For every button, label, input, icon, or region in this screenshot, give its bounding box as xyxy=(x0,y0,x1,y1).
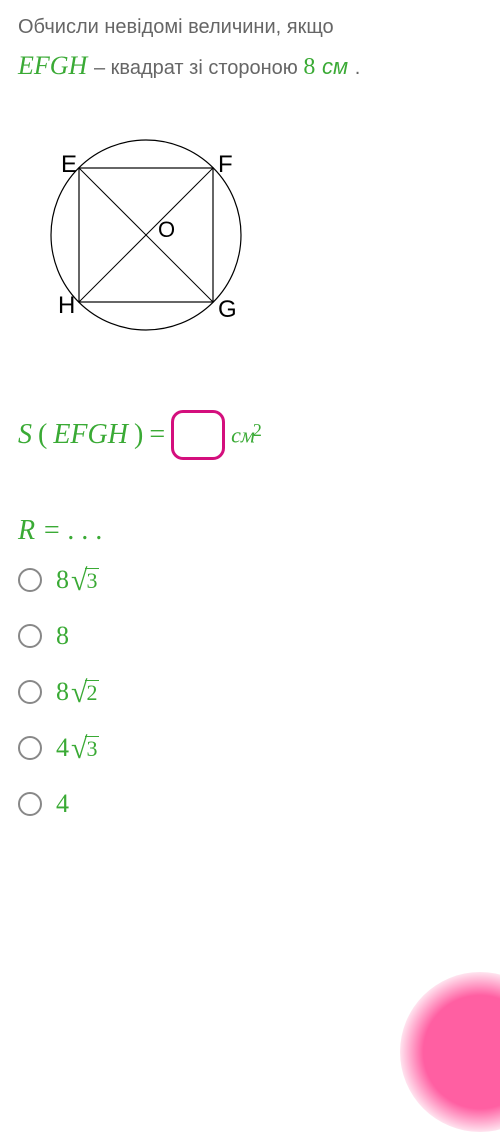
square-name: EFGH xyxy=(18,51,87,80)
radius-options: 8 √3 8 8 √2 4 √3 4 xyxy=(18,565,482,819)
radio-icon xyxy=(18,680,42,704)
radio-icon xyxy=(18,792,42,816)
paren-close: ) xyxy=(134,419,143,451)
option-1-label: 8 √3 xyxy=(56,565,99,595)
label-F: F xyxy=(218,151,233,178)
period: . xyxy=(355,57,361,79)
area-unit: см xyxy=(231,423,255,448)
radio-icon xyxy=(18,624,42,648)
option-1[interactable]: 8 √3 xyxy=(18,565,482,595)
label-O: O xyxy=(158,217,175,242)
option-2[interactable]: 8 xyxy=(18,621,482,651)
decorative-blob xyxy=(400,972,500,1132)
paren-open: ( xyxy=(38,419,47,451)
figure-svg: E F H G O xyxy=(36,125,266,345)
area-equation: S ( EFGH ) = см2 xyxy=(18,410,482,460)
area-input[interactable] xyxy=(171,410,225,460)
radio-icon xyxy=(18,736,42,760)
option-4-label: 4 √3 xyxy=(56,733,99,763)
prompt-line1: Обчисли невідомі величини, якщо xyxy=(18,12,482,42)
side-unit: см xyxy=(322,54,348,79)
area-unit-exp: 2 xyxy=(253,420,262,440)
prompt-mid: – квадрат зі стороною xyxy=(94,57,303,79)
option-2-label: 8 xyxy=(56,621,69,651)
geometry-figure: E F H G O xyxy=(36,125,482,350)
equals: = xyxy=(149,419,165,451)
prompt-line2: EFGH – квадрат зі стороною 8 см . xyxy=(18,48,482,85)
side-value: 8 xyxy=(303,54,315,80)
area-var: EFGH xyxy=(53,419,128,451)
option-4[interactable]: 4 √3 xyxy=(18,733,482,763)
option-5[interactable]: 4 xyxy=(18,789,482,819)
radio-icon xyxy=(18,568,42,592)
option-5-label: 4 xyxy=(56,789,69,819)
area-S: S xyxy=(18,419,32,451)
option-3[interactable]: 8 √2 xyxy=(18,677,482,707)
label-E: E xyxy=(61,151,77,178)
label-H: H xyxy=(58,292,75,319)
radius-question: R = . . . xyxy=(18,515,482,547)
option-3-label: 8 √2 xyxy=(56,677,99,707)
label-G: G xyxy=(218,296,237,323)
